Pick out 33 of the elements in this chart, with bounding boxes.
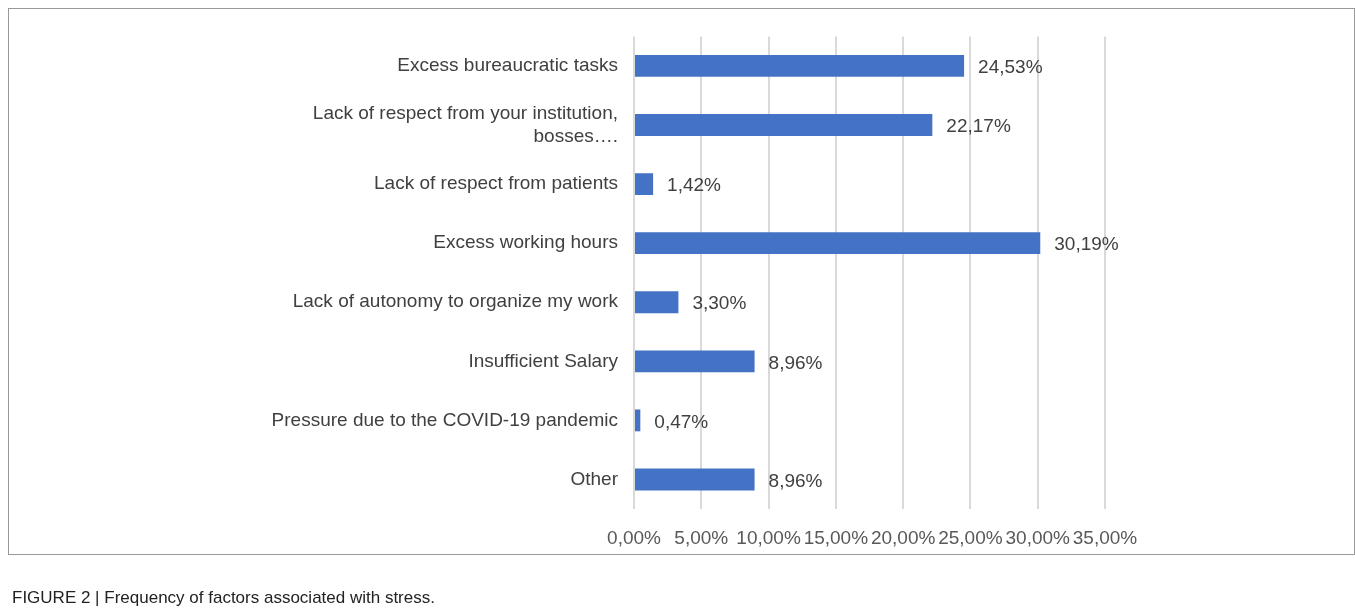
x-tick-label: 35,00% <box>1072 526 1138 548</box>
bar <box>635 114 933 136</box>
y-tick-label: Lack of autonomy to organize my work <box>292 290 619 312</box>
x-tick-label: 15,00% <box>803 526 869 548</box>
caption: FIGURE 2 | Frequency of factors associated with stress. <box>12 588 435 608</box>
data-label: 8,96% <box>768 469 823 491</box>
data-label: 22,17% <box>946 115 1011 137</box>
y-tick-label: Lack of respect from patients <box>374 172 618 194</box>
y-tick-label: Insufficient Salary <box>468 349 619 371</box>
data-label: 8,96% <box>768 351 823 373</box>
x-tick-label: 10,00% <box>736 526 801 548</box>
data-label: 1,42% <box>667 174 722 196</box>
y-tick-label: Pressure due to the COVID-19 pandemic <box>271 408 618 430</box>
y-tick-label: Other <box>570 467 619 489</box>
bar <box>635 232 1041 255</box>
data-label: 3,30% <box>692 292 747 314</box>
x-tick-label: 5,00% <box>674 526 729 548</box>
y-tick-label: Excess working hours <box>433 231 618 253</box>
bar <box>635 55 965 77</box>
bar <box>635 468 755 491</box>
y-tick-label: Excess bureaucratic tasks <box>397 54 618 76</box>
y-tick-label: Lack of respect from your institution, bosses…. <box>312 101 618 146</box>
data-label: 24,53% <box>978 56 1043 78</box>
data-label: 0,47% <box>654 410 709 432</box>
x-tick-label: 30,00% <box>1005 526 1071 548</box>
x-tick-label: 0,00% <box>607 526 662 548</box>
bar <box>635 173 654 196</box>
data-label: 30,19% <box>1054 233 1119 255</box>
bar <box>635 350 755 373</box>
x-tick-label: 20,00% <box>870 526 936 548</box>
x-tick-label: 25,00% <box>938 526 1003 548</box>
bar <box>635 291 679 314</box>
bar <box>635 409 641 432</box>
